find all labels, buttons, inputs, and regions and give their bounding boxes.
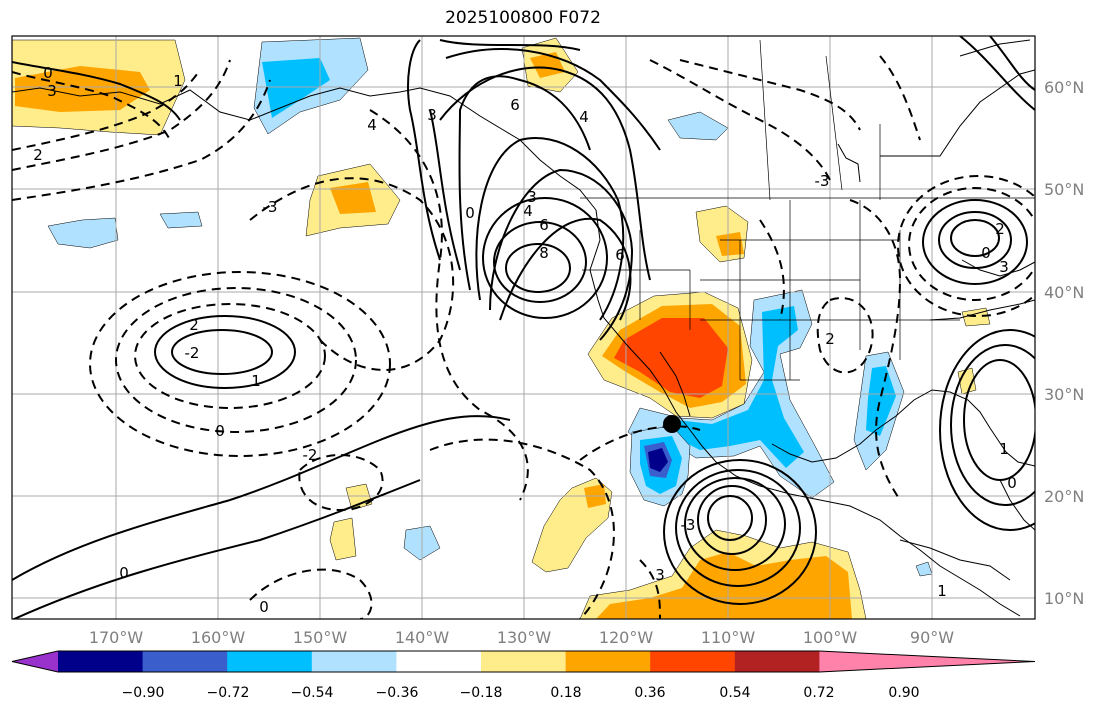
colorbar-tick-label: 0.72 bbox=[803, 685, 834, 701]
colorbar-extend-left bbox=[12, 651, 58, 672]
contour-label: 3 bbox=[655, 566, 665, 584]
contour-label: 3 bbox=[47, 82, 57, 100]
contour-label: 3 bbox=[999, 258, 1009, 276]
lon-label: 140°W bbox=[395, 628, 450, 647]
contour-label: 1 bbox=[251, 372, 261, 390]
contour-label: 4 bbox=[367, 116, 377, 134]
colorbar bbox=[11, 650, 1036, 673]
colorbar-extend-right bbox=[819, 651, 1035, 672]
contour-label: 1 bbox=[173, 72, 183, 90]
station-dot bbox=[663, 415, 681, 433]
map-frame bbox=[11, 35, 1036, 620]
colorbar-tick-label: −0.72 bbox=[207, 685, 250, 701]
contour-label: 0 bbox=[465, 204, 475, 222]
colorbar-outline bbox=[11, 650, 1036, 673]
colorbar-tick-label: −0.36 bbox=[376, 685, 419, 701]
colorbar-tick-label: 0.36 bbox=[634, 685, 665, 701]
contour-label: 0 bbox=[119, 564, 129, 582]
colorbar-segment bbox=[565, 651, 651, 672]
contour-label: 1 bbox=[937, 582, 947, 600]
contour-label: 3 bbox=[427, 106, 437, 124]
contour-label: -2 bbox=[185, 344, 200, 362]
lon-label: 150°W bbox=[293, 628, 348, 647]
contour-lines bbox=[12, 36, 1035, 619]
colorbar-tick-label: −0.54 bbox=[291, 685, 334, 701]
contour-label: 2 bbox=[33, 146, 43, 164]
colorbar-segment bbox=[396, 651, 482, 672]
colorbar-segment bbox=[650, 651, 736, 672]
lat-label: 30°N bbox=[1044, 385, 1084, 404]
contour-label: 1 bbox=[999, 440, 1009, 458]
contour-label: 8 bbox=[539, 244, 549, 262]
contour-label: 2 bbox=[995, 220, 1005, 238]
colorbar-tick-label: 0.90 bbox=[888, 685, 919, 701]
colorbar-tick-label: 0.54 bbox=[719, 685, 750, 701]
colorbar-segment bbox=[311, 651, 397, 672]
colorbar-segment bbox=[481, 651, 567, 672]
colorbar-labels: −0.90 −0.72 −0.54 −0.36 −0.18 0.18 0.36 … bbox=[122, 685, 920, 701]
contour-label: -3 bbox=[681, 516, 696, 534]
lat-label: 40°N bbox=[1044, 283, 1084, 302]
lon-label: 100°W bbox=[803, 628, 858, 647]
contour-label: 2 bbox=[189, 316, 199, 334]
contour-label: -3 bbox=[815, 172, 830, 190]
shaded-field bbox=[12, 37, 991, 619]
lon-label: 170°W bbox=[89, 628, 144, 647]
lon-label: 120°W bbox=[599, 628, 654, 647]
contour-label: -2 bbox=[303, 446, 318, 464]
lat-label: 20°N bbox=[1044, 487, 1084, 506]
colorbar-tick-label: −0.90 bbox=[122, 685, 165, 701]
contour-label: 6 bbox=[539, 216, 549, 234]
colorbar-segment bbox=[142, 651, 228, 672]
latitude-ticks: 60°N 50°N 40°N 30°N 20°N 10°N bbox=[1044, 78, 1084, 608]
colorbar-segment bbox=[227, 651, 313, 672]
lon-label: 160°W bbox=[191, 628, 246, 647]
contour-label: 6 bbox=[510, 96, 520, 114]
contour-label: 3 bbox=[527, 188, 537, 206]
contour-label: 4 bbox=[579, 108, 589, 126]
contour-label: 0 bbox=[215, 422, 225, 440]
chart-title: 2025100800 F072 bbox=[445, 8, 601, 28]
contour-label: 0 bbox=[981, 244, 991, 262]
lon-label: 130°W bbox=[497, 628, 552, 647]
contour-label: 6 bbox=[615, 246, 625, 264]
political-borders bbox=[580, 39, 1035, 381]
contour-label: 0 bbox=[259, 598, 269, 616]
colorbar-segment bbox=[734, 651, 820, 672]
lat-label: 50°N bbox=[1044, 180, 1084, 199]
contour-label: -3 bbox=[263, 198, 278, 216]
longitude-ticks: 170°W 160°W 150°W 140°W 130°W 120°W 110°… bbox=[89, 628, 954, 647]
contour-label: 0 bbox=[1007, 474, 1017, 492]
colorbar-tick-label: −0.18 bbox=[460, 685, 503, 701]
lon-label: 110°W bbox=[701, 628, 756, 647]
lat-label: 60°N bbox=[1044, 78, 1084, 97]
graticule bbox=[12, 36, 1035, 619]
contour-label: 2 bbox=[825, 330, 835, 348]
contour-label: 4 bbox=[523, 202, 533, 220]
contour-label: 0 bbox=[43, 64, 53, 82]
colorbar-tick-label: 0.18 bbox=[550, 685, 581, 701]
lat-label: 10°N bbox=[1044, 589, 1084, 608]
lon-label: 90°W bbox=[910, 628, 954, 647]
colorbar-segment bbox=[58, 651, 144, 672]
